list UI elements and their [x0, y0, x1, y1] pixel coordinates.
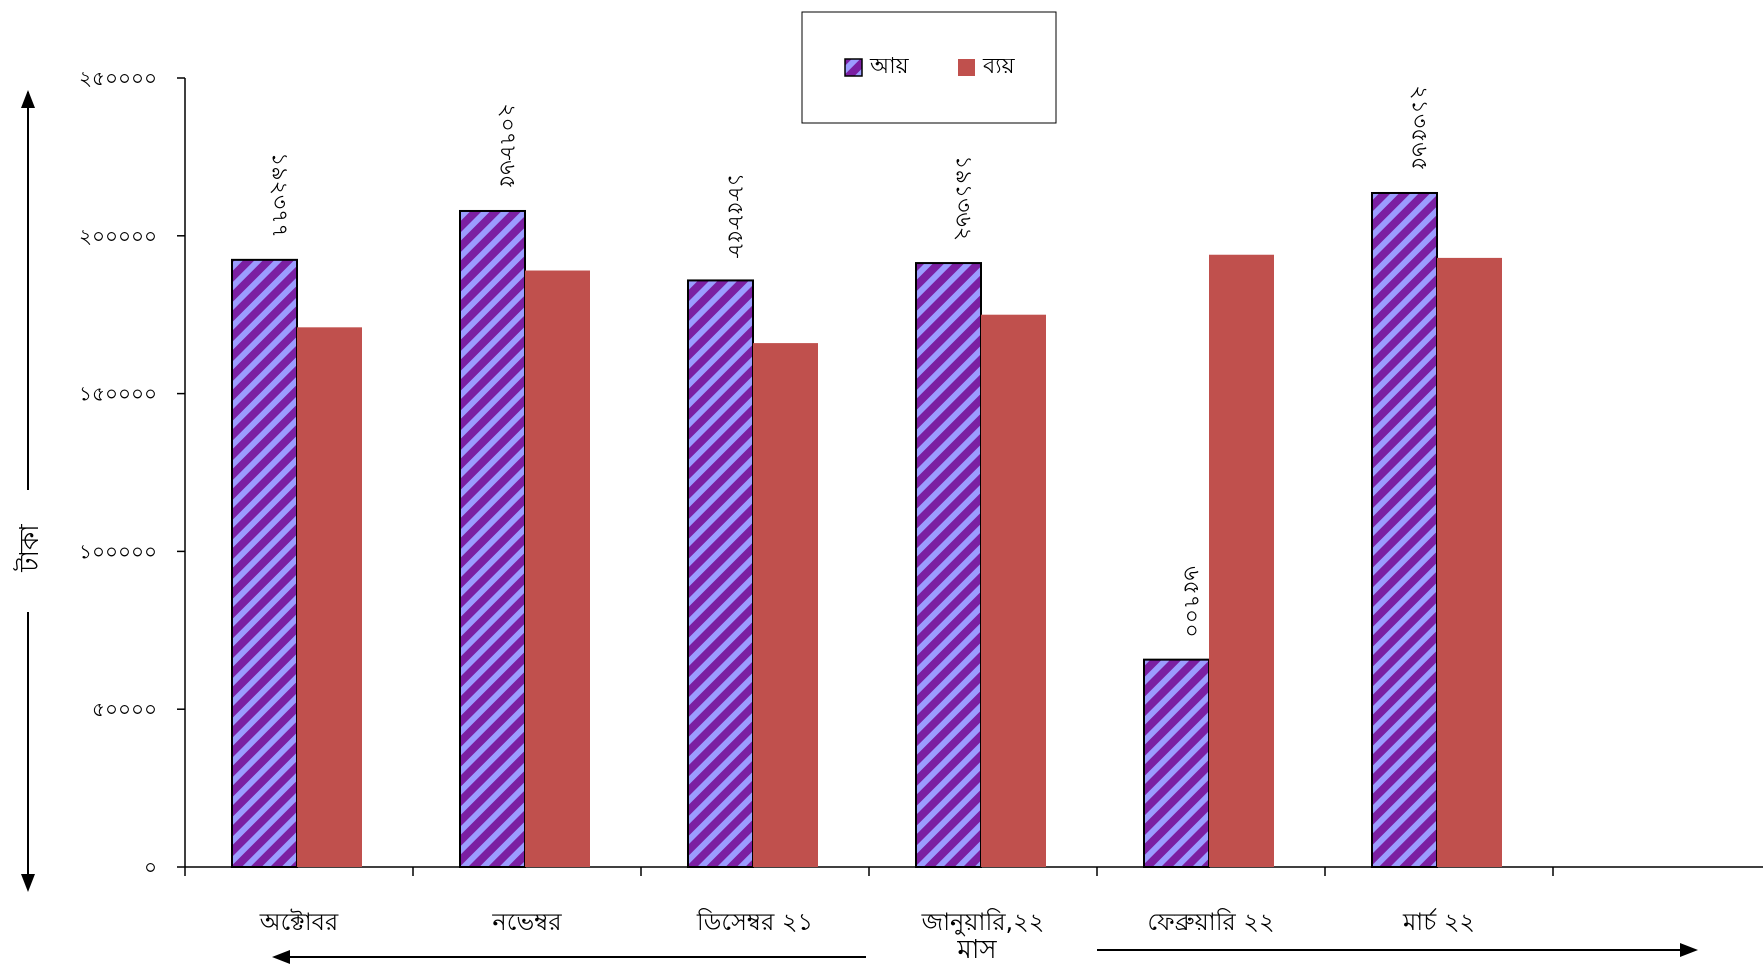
bar-expense — [525, 270, 590, 867]
data-label-income: ১৯১৩৬২ — [951, 155, 976, 241]
y-axis-title: টাকা — [13, 524, 45, 573]
bar-income — [1143, 658, 1210, 869]
bar-income — [687, 279, 754, 869]
x-axis-title: মাস — [956, 935, 997, 965]
category-label: অক্টোবর — [259, 908, 339, 936]
legend-swatch-expense — [958, 59, 975, 76]
x-arrow-right-head — [1680, 943, 1698, 957]
y-axis-title-group: টাকা — [13, 90, 45, 892]
y-arrow-up-head — [21, 90, 35, 108]
y-arrow-down-head — [21, 874, 35, 892]
x-arrow-left-head — [272, 950, 290, 964]
category-label: নভেম্বর — [491, 908, 562, 936]
data-label-income: ৬৫৭০০ — [1179, 566, 1204, 638]
y-tick-label: ১৫০০০০ — [79, 382, 157, 406]
legend-swatch-income — [844, 58, 863, 77]
category-label: ডিসেম্বর ২১ — [696, 908, 813, 936]
bar-income — [231, 258, 298, 868]
data-label-income: ২১৩৫৬৫ — [1407, 85, 1432, 171]
data-label-income: ২০৭৮৬৫ — [495, 103, 520, 189]
x-axis-title-group: মাস — [272, 935, 1698, 965]
legend-label-expense: ব্যয় — [982, 54, 1016, 79]
category-label: জানুয়ারি,২২ — [921, 908, 1045, 936]
bar-expense — [1209, 254, 1274, 868]
bar-expense — [753, 343, 818, 867]
bar-expense — [297, 327, 362, 868]
data-label-income: ১৯২৩৭৭ — [267, 152, 292, 238]
category-label: ফেব্রুয়ারি ২২ — [1147, 908, 1274, 936]
y-tick-label: ২৫০০০০ — [79, 66, 157, 90]
x-ticks — [184, 867, 1554, 876]
bar-income — [1371, 191, 1438, 869]
data-labels: ১৯২৩৭৭ ২০৭৮৬৫ ১৮৫৮৫৮ ১৯১৩৬২ ৬৫৭০০ ২১৩৫৬৫ — [267, 85, 1432, 637]
data-label-income: ১৮৫৮৫৮ — [723, 173, 748, 259]
bar-expense — [1437, 257, 1502, 868]
y-tick-label: ১০০০০০ — [79, 539, 157, 563]
category-label: মার্চ ২২ — [1402, 907, 1475, 936]
legend: আয় ব্যয় — [801, 11, 1057, 124]
y-tick-label: ৫০০০০ — [92, 697, 157, 721]
y-tick-label: ০ — [144, 855, 157, 879]
y-tick-label: ২০০০০০ — [79, 224, 157, 248]
legend-label-income: আয় — [869, 54, 910, 79]
category-labels: অক্টোবর নভেম্বর ডিসেম্বর ২১ জানুয়ারি,২২ ফেব… — [259, 907, 1475, 936]
bar-income — [915, 262, 982, 868]
bar-expense — [981, 314, 1046, 867]
bars — [231, 191, 1502, 869]
y-ticks: ০ ৫০০০০ ১০০০০০ ১৫০০০০ ২০০০০০ ২৫০০০০ — [79, 66, 185, 879]
bar-income — [459, 209, 526, 868]
legend-box — [801, 11, 1057, 124]
